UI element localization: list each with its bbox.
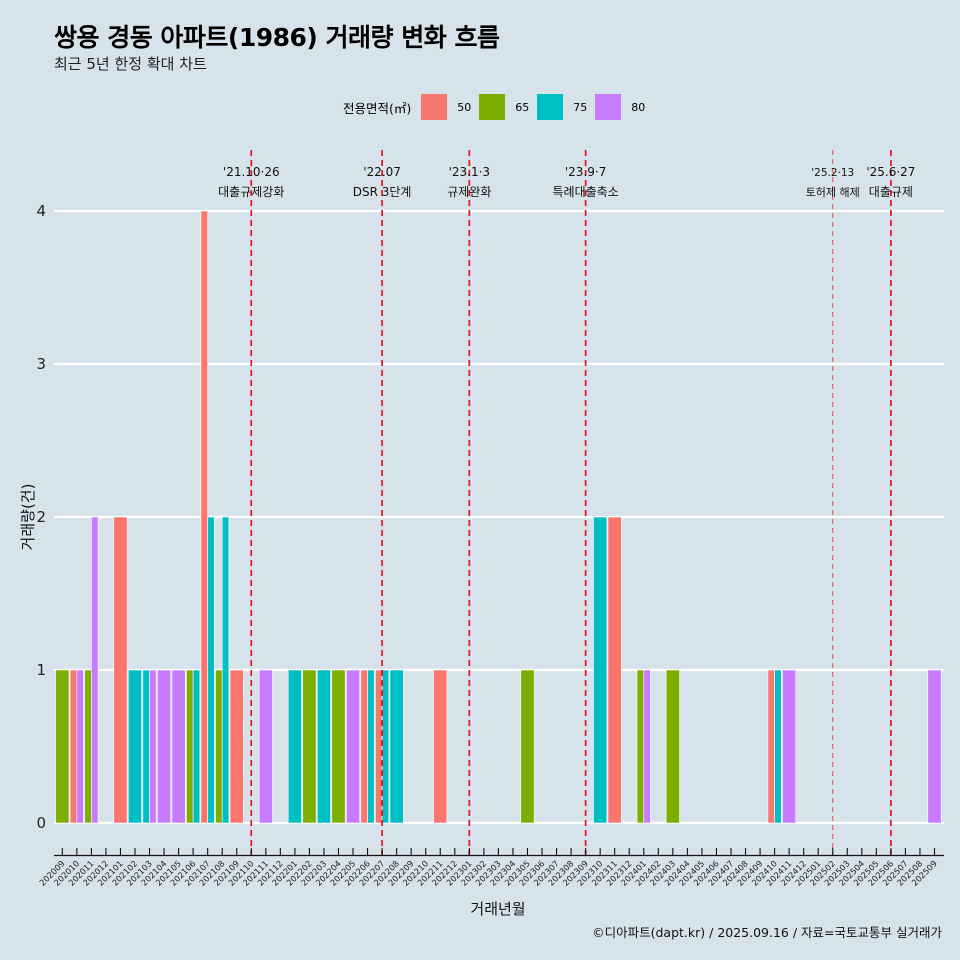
bar-202009-65	[55, 669, 70, 824]
legend-label-50: 50	[457, 100, 472, 114]
bar-202104-80	[157, 669, 172, 824]
event-label-202110: 대출규제강화	[218, 185, 284, 199]
bar-202101-50	[113, 516, 128, 824]
bar-202011-80	[91, 516, 99, 824]
bar-202305-65	[520, 669, 535, 824]
bar-202208-75	[389, 669, 404, 824]
bar-202207-75	[381, 669, 390, 824]
legend-label-75: 75	[573, 100, 588, 114]
event-date-202506: '25.6·27	[866, 165, 915, 179]
caption: ©디아파트(dapt.kr) / 2025.09.16 / 자료=국토교통부 실…	[592, 925, 942, 940]
bar-202206-50	[360, 669, 368, 824]
event-label-202207: DSR 3단계	[353, 185, 412, 199]
bar-202107-75	[207, 516, 215, 824]
event-label-202301: 규제완화	[447, 185, 491, 199]
event-date-202301: '23.1·3	[449, 165, 490, 179]
bar-202310-75	[593, 516, 608, 824]
bar-202207-50	[375, 669, 383, 824]
bar-202410-50	[767, 669, 775, 824]
legend-key-50	[421, 94, 448, 120]
chart-title: 쌍용 경동 아파트(1986) 거래량 변화 흐름	[54, 23, 500, 52]
legend-key-65	[479, 94, 506, 120]
chart-subtitle: 최근 5년 한정 확대 차트	[54, 55, 207, 73]
bar-202011-65	[84, 669, 92, 824]
legend-key-75	[537, 94, 564, 120]
bar-202411-80	[782, 669, 797, 824]
legend-item-65: 65	[479, 94, 537, 120]
legend: 전용면적(㎡) 50 65 75 80	[343, 93, 653, 121]
bar-202202-65	[302, 669, 317, 824]
bar-202106-65	[186, 669, 194, 824]
y-axis-label: 거래량(건)	[19, 484, 37, 551]
legend-key-80	[595, 94, 622, 120]
y-tick-label-2: 2	[36, 508, 46, 526]
bar-202108-65	[215, 669, 223, 824]
bar-202206-75	[367, 669, 375, 824]
event-date-202502: '25.2·13	[811, 167, 854, 179]
legend-item-80: 80	[595, 94, 653, 120]
bar-202401-80	[643, 669, 651, 824]
bar-202107-50	[200, 210, 208, 824]
bar-202106-75	[192, 669, 201, 824]
bar-202204-65	[331, 669, 346, 824]
event-annotations: '21.10·26 대출규제강화 '22.07 DSR 3단계 '23.1·3 규제완화 '…	[218, 165, 915, 199]
x-axis-label: 거래년월	[470, 900, 525, 918]
y-tick-label-1: 1	[36, 661, 46, 679]
bar-202111-80	[258, 669, 273, 824]
event-label-202309: 특례대출축소	[552, 185, 618, 199]
bar-202205-80	[346, 669, 361, 824]
bar-202211-50	[433, 669, 448, 824]
legend-item-50: 50	[421, 94, 479, 120]
x-axis: 2020092020102020112020122021012021022021…	[37, 848, 944, 888]
legend-title: 전용면적(㎡)	[343, 100, 412, 116]
bars	[55, 210, 942, 824]
bar-202203-75	[316, 669, 331, 824]
y-tick-label-0: 0	[36, 814, 46, 832]
bar-202109-50	[229, 669, 244, 824]
bar-202509-80	[927, 669, 942, 824]
event-date-202309: '23.9·7	[565, 165, 606, 179]
event-date-202110: '21.10·26	[223, 165, 280, 179]
bar-202010-80	[76, 669, 84, 824]
bar-202108-75	[221, 516, 230, 824]
bar-202201-75	[287, 669, 302, 824]
legend-item-75: 75	[537, 94, 595, 120]
legend-label-80: 80	[631, 100, 646, 114]
bar-202105-80	[171, 669, 186, 824]
bar-202103-75	[142, 669, 150, 824]
event-date-202207: '22.07	[363, 165, 401, 179]
event-label-202502: 토허제 해제	[806, 185, 860, 199]
y-axis: 0 1 2 3 4	[36, 202, 46, 832]
bar-202403-65	[665, 669, 680, 824]
y-tick-label-4: 4	[36, 202, 46, 220]
bar-202401-65	[636, 669, 645, 824]
bar-202010-50	[69, 669, 78, 824]
bar-202410-75	[774, 669, 782, 824]
event-label-202506: 대출규제	[869, 185, 913, 199]
y-tick-label-3: 3	[36, 355, 46, 373]
bar-202311-50	[607, 516, 622, 824]
bar-202103-80	[149, 669, 157, 824]
legend-label-65: 65	[515, 100, 530, 114]
event-lines	[250, 150, 892, 855]
bar-202102-75	[127, 669, 142, 824]
